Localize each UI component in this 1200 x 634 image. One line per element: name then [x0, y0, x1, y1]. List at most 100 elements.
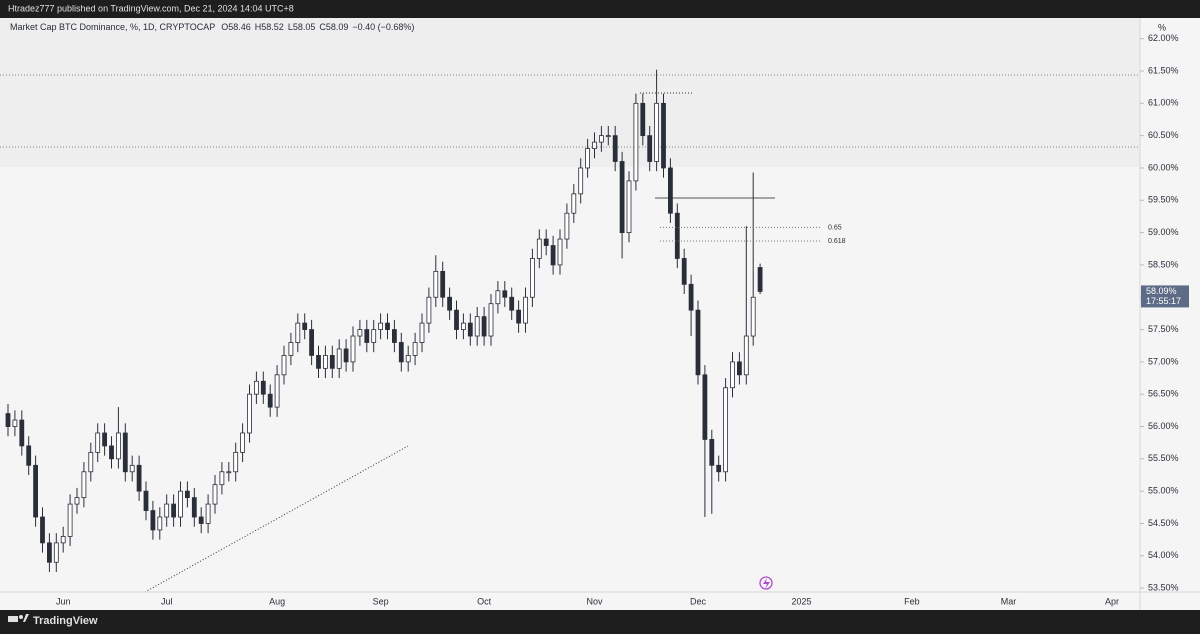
candle-body [550, 245, 556, 266]
candle-body [626, 180, 632, 234]
candle-body [502, 290, 508, 298]
candle-body [329, 355, 335, 369]
candle-body [419, 322, 425, 343]
x-tick-label: Aug [269, 596, 285, 606]
candle-body [12, 419, 18, 427]
open-label: O [221, 22, 228, 32]
candle-body [516, 309, 521, 324]
close-value: 58.09 [326, 22, 349, 32]
zone [0, 18, 1140, 167]
y-tick-label: 54.50% [1148, 518, 1179, 528]
candle-body [184, 490, 190, 499]
candle-body [219, 471, 225, 486]
symbol: Market Cap BTC Dominance, %, 1D, CRYPTOC… [10, 22, 215, 32]
candle-body [592, 141, 597, 149]
y-tick-label: 61.00% [1148, 98, 1179, 108]
candle-body [571, 193, 577, 214]
unit: % [1158, 22, 1166, 32]
candle-body [302, 322, 308, 330]
x-tick-label: 2025 [791, 596, 811, 606]
candle-body [647, 135, 653, 162]
candle-body [322, 355, 328, 369]
change: −0.40 (−0.68%) [352, 22, 414, 32]
candle-body [157, 516, 163, 531]
x-tick-label: Dec [690, 596, 707, 606]
trend-line [144, 445, 409, 593]
candle-body [530, 258, 535, 298]
candle-body [578, 167, 584, 195]
candle-body [102, 432, 107, 447]
candle-body [136, 464, 142, 492]
candle-body [460, 322, 466, 330]
candle-body [668, 167, 673, 214]
candle-body [47, 542, 52, 563]
candle-body [557, 238, 563, 266]
candle-body [371, 329, 377, 343]
candle-body [640, 102, 646, 137]
candle-body [253, 380, 259, 395]
candle-body [467, 322, 473, 337]
logo [8, 614, 29, 622]
y-tick-label: 57.00% [1148, 356, 1179, 366]
high-value: 58.52 [261, 22, 284, 32]
candle-body [757, 267, 763, 292]
candle-body [88, 451, 94, 473]
candle-body [454, 309, 459, 330]
candle-body [723, 387, 728, 473]
candle-body [116, 432, 121, 460]
candle-body [60, 536, 66, 544]
candle-body [750, 296, 756, 337]
event-icon[interactable] [759, 576, 773, 590]
candle-body [426, 296, 432, 324]
candle-body [674, 212, 680, 259]
candle-body [260, 380, 266, 395]
candle-body [633, 102, 639, 182]
candle-body [364, 329, 370, 343]
event-icon-bolt [763, 578, 770, 589]
candle-body [309, 329, 315, 356]
candle-body [267, 393, 273, 408]
candle-body [405, 355, 411, 363]
candle-body [385, 322, 390, 330]
candle-body [481, 316, 487, 337]
candle-body [164, 503, 170, 518]
candle-body [523, 296, 528, 324]
candle-body [150, 510, 156, 531]
candle-body [619, 161, 625, 234]
candle-body [350, 335, 356, 363]
x-tick-label: Feb [904, 596, 920, 606]
candle-body [343, 348, 349, 363]
candle-body [74, 497, 80, 505]
candle-body [440, 270, 446, 298]
candle-body [316, 355, 321, 369]
candle-body [654, 102, 659, 162]
candle-body [226, 471, 232, 474]
candle-body [661, 102, 666, 169]
low-value: 58.05 [293, 22, 316, 32]
candle-body [336, 348, 342, 369]
candle-body [191, 497, 197, 518]
header: Market Cap BTC Dominance, %, 1D, CRYPTOC… [10, 22, 414, 32]
candle-body [695, 309, 701, 376]
candle-body [40, 516, 45, 544]
candle-body [19, 419, 25, 447]
candle-body [95, 432, 101, 453]
candle-body [488, 303, 494, 337]
candle-body [171, 503, 177, 518]
candle-body [447, 296, 453, 311]
x-tick-label: Mar [1001, 596, 1017, 606]
footer-brand: TradingView [33, 615, 98, 627]
y-tick-label: 55.00% [1148, 486, 1179, 496]
candle-body [391, 329, 397, 343]
candle-body [198, 516, 204, 524]
candle-body [585, 148, 590, 169]
x-tick-label: Sep [373, 596, 389, 606]
candle-body [543, 238, 549, 246]
last-price-label: 58.09% [1146, 286, 1177, 296]
candle-body [599, 135, 604, 143]
candle-body [564, 212, 570, 240]
candle-body [398, 342, 404, 363]
y-tick-label: 55.50% [1148, 453, 1179, 463]
y-tick-label: 57.50% [1148, 324, 1179, 334]
